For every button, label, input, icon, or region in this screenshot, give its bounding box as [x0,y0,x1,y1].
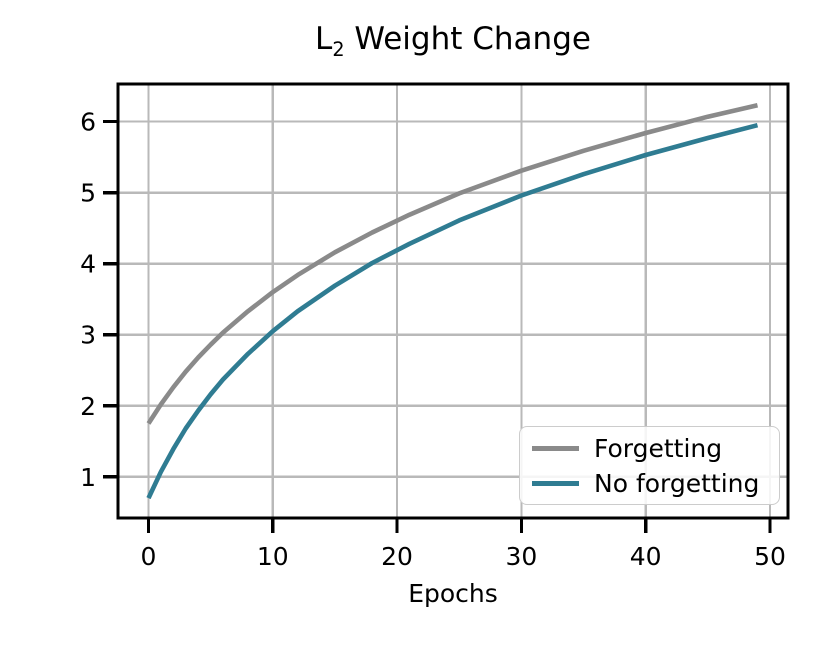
x-tick-label: 0 [141,542,157,571]
x-tick-label: 30 [505,542,537,571]
y-tick-label: 1 [80,463,96,492]
x-tick-label: 40 [630,542,662,571]
y-tick-label: 3 [80,321,96,350]
series-line-forgetting [146,103,759,425]
x-tick-label: 20 [381,542,413,571]
x-tick-label: 50 [754,542,786,571]
axes-spines [116,82,790,520]
y-tick-label: 4 [80,250,96,279]
chart-title-rest: Weight Change [344,21,591,57]
legend-item-forgetting: Forgetting [532,436,767,461]
chart-title-subscript: 2 [332,38,345,62]
x-tick-label: 10 [257,542,289,571]
legend-line-swatch-no-forgetting [532,480,579,486]
chart-title: L2 Weight Change [118,21,788,62]
y-tick-label: 5 [80,179,96,208]
legend-label-no-forgetting: No forgetting [594,468,760,498]
legend-label-forgetting: Forgetting [594,433,723,463]
x-axis-label: Epochs [408,579,498,608]
chart-title-main: L [315,21,333,57]
legend: Forgetting No forgetting [519,426,780,505]
y-tick-label: 6 [80,108,96,137]
y-tick-label: 2 [80,392,96,421]
series-line-no-forgetting [146,122,759,500]
legend-item-no-forgetting: No forgetting [532,471,767,496]
legend-line-swatch-forgetting [532,445,579,451]
